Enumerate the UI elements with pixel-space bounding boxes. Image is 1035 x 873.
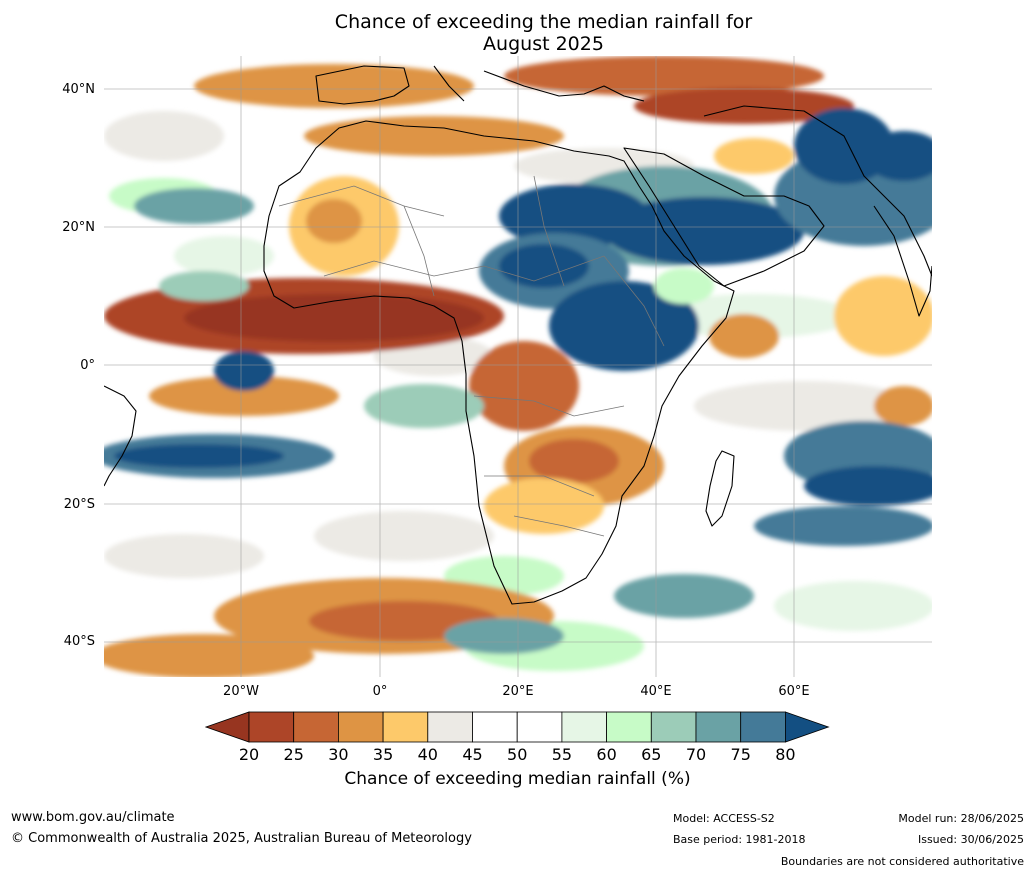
lon-label-0: 0° <box>372 684 388 699</box>
colorbar-cell <box>472 711 518 743</box>
lon-label-60e: 60°E <box>778 684 810 699</box>
lat-label-20s: 20°S <box>63 497 95 512</box>
footer-copyright: © Commonwealth of Australia 2025, Austra… <box>11 831 472 846</box>
colorbar-extend-high <box>785 711 830 743</box>
colorbar-tick-label: 80 <box>775 745 796 764</box>
map-title-line2: August 2025 <box>483 33 604 55</box>
lon-label-20w: 20°W <box>223 684 259 699</box>
colorbar-cell <box>516 711 563 743</box>
colorbar-cell <box>695 711 742 743</box>
footer-model: Model: ACCESS-S2 <box>673 812 775 825</box>
colorbar-tick-label: 30 <box>328 745 349 764</box>
map-title-line1: Chance of exceeding the median rainfall … <box>334 11 753 33</box>
colorbar-tick-label: 50 <box>507 745 528 764</box>
footer-issued: Issued: 30/06/2025 <box>917 833 1024 846</box>
colorbar-tick-label: 35 <box>372 745 394 764</box>
colorbar-tick-label: 75 <box>730 745 751 764</box>
colorbar-label: Chance of exceeding median rainfall (%) <box>344 769 691 789</box>
colorbar-tick-label: 25 <box>283 745 304 764</box>
colorbar <box>205 711 830 743</box>
colorbar-cell <box>561 711 607 743</box>
footer-base-period: Base period: 1981-2018 <box>673 833 806 846</box>
rainfall-probability-map <box>104 56 932 677</box>
colorbar-tick-label: 65 <box>641 745 662 764</box>
map-canvas <box>104 56 932 677</box>
colorbar-cell <box>650 711 697 743</box>
lon-label-40e: 40°E <box>640 684 672 699</box>
colorbar-tick-label: 20 <box>238 745 260 764</box>
colorbar-tick-label: 45 <box>462 745 483 764</box>
colorbar-tick-label: 55 <box>551 745 573 764</box>
footer-website: www.bom.gov.au/climate <box>11 810 175 825</box>
colorbar-cell <box>382 711 429 743</box>
colorbar-tick-label: 40 <box>417 745 438 764</box>
colorbar-cell <box>606 711 652 743</box>
colorbar-cell <box>337 711 384 743</box>
colorbar-tick-label: 70 <box>685 745 707 764</box>
colorbar-cell <box>248 711 295 743</box>
colorbar-tick-label: 60 <box>596 745 617 764</box>
colorbar-extend-low <box>205 711 250 743</box>
lat-label-equator: 0° <box>80 358 95 373</box>
footer-model-run: Model run: 28/06/2025 <box>898 812 1024 825</box>
lat-label-40n: 40°N <box>62 82 95 97</box>
colorbar-cell <box>293 711 339 743</box>
lat-label-20n: 20°N <box>62 220 95 235</box>
lat-label-40s: 40°S <box>63 634 95 649</box>
colorbar-cell <box>427 711 473 743</box>
footer-disclaimer: Boundaries are not considered authoritat… <box>780 855 1024 868</box>
colorbar-cell <box>740 711 786 743</box>
lon-label-20e: 20°E <box>502 684 534 699</box>
